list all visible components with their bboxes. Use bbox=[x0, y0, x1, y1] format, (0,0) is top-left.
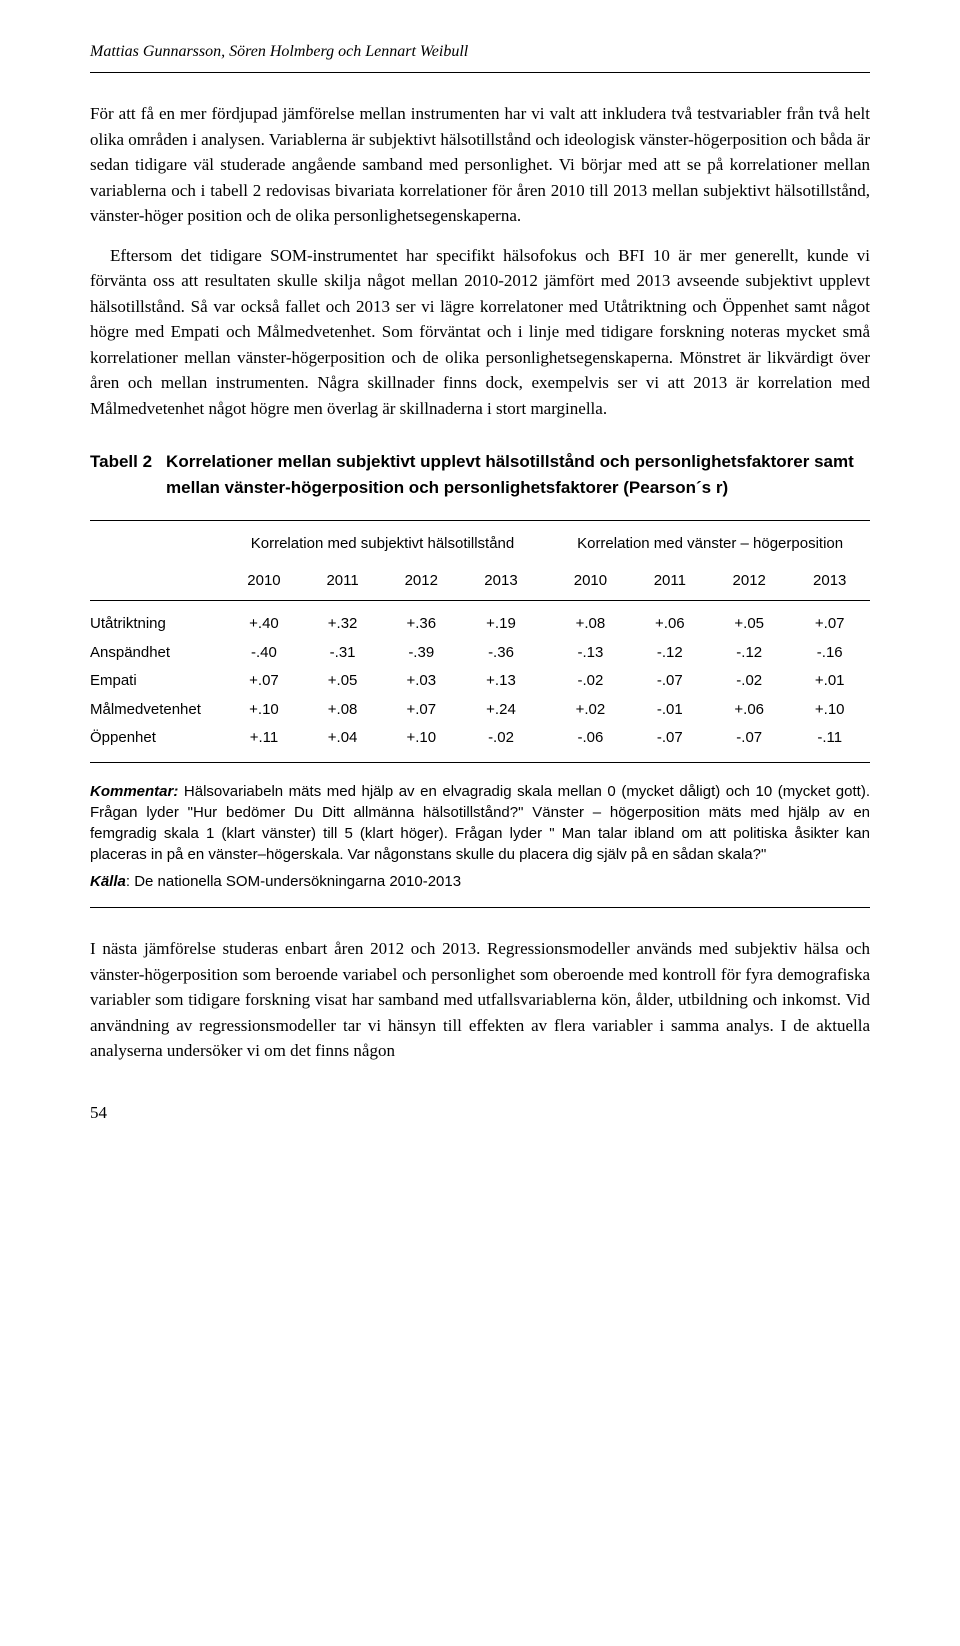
cell: -.39 bbox=[381, 639, 461, 668]
cell: +.06 bbox=[709, 696, 789, 725]
cell: +.06 bbox=[631, 601, 709, 639]
cell: +.13 bbox=[461, 667, 541, 696]
table-title-block: Tabell 2 Korrelationer mellan subjektivt… bbox=[90, 449, 870, 500]
year-col: 2011 bbox=[304, 566, 382, 601]
cell: -.02 bbox=[550, 667, 630, 696]
table-label: Tabell 2 bbox=[90, 449, 152, 475]
source-label: Källa bbox=[90, 873, 126, 890]
correlation-table: Korrelation med subjektivt hälsotillstån… bbox=[90, 520, 870, 763]
cell: +.07 bbox=[381, 696, 461, 725]
table-group-header-row: Korrelation med subjektivt hälsotillstån… bbox=[90, 521, 870, 566]
cell: +.08 bbox=[304, 696, 382, 725]
header-divider bbox=[90, 72, 870, 73]
table-title-text: Korrelationer mellan subjektivt upplevt … bbox=[166, 449, 870, 500]
year-col: 2013 bbox=[461, 566, 541, 601]
row-label: Öppenhet bbox=[90, 724, 224, 762]
cell: -.01 bbox=[631, 696, 709, 725]
cell: +.03 bbox=[381, 667, 461, 696]
cell: +.07 bbox=[789, 601, 870, 639]
table-row: Utåtriktning +.40 +.32 +.36 +.19 +.08 +.… bbox=[90, 601, 870, 639]
cell: +.40 bbox=[224, 601, 304, 639]
year-col: 2011 bbox=[631, 566, 709, 601]
row-label: Utåtriktning bbox=[90, 601, 224, 639]
page-number: 54 bbox=[90, 1100, 870, 1126]
cell: +.10 bbox=[381, 724, 461, 762]
group-header-1: Korrelation med subjektivt hälsotillstån… bbox=[224, 521, 541, 566]
cell: -.11 bbox=[789, 724, 870, 762]
comment-label: Kommentar: bbox=[90, 783, 178, 800]
paragraph-1: För att få en mer fördjupad jämförelse m… bbox=[90, 101, 870, 229]
table-comment: Kommentar: Hälsovariabeln mäts med hjälp… bbox=[90, 781, 870, 865]
cell: -.12 bbox=[631, 639, 709, 668]
cell: -.12 bbox=[709, 639, 789, 668]
cell: +.36 bbox=[381, 601, 461, 639]
cell: +.08 bbox=[550, 601, 630, 639]
author-line: Mattias Gunnarsson, Sören Holmberg och L… bbox=[90, 40, 870, 64]
year-col: 2013 bbox=[789, 566, 870, 601]
cell: +.01 bbox=[789, 667, 870, 696]
table-source: Källa: De nationella SOM-undersökningarn… bbox=[90, 871, 870, 894]
cell: -.02 bbox=[461, 724, 541, 762]
cell: -.02 bbox=[709, 667, 789, 696]
table-row: Målmedvetenhet +.10 +.08 +.07 +.24 +.02 … bbox=[90, 696, 870, 725]
row-label: Målmedvetenhet bbox=[90, 696, 224, 725]
cell: -.31 bbox=[304, 639, 382, 668]
cell: -.36 bbox=[461, 639, 541, 668]
cell: +.32 bbox=[304, 601, 382, 639]
table-row: Anspändhet -.40 -.31 -.39 -.36 -.13 -.12… bbox=[90, 639, 870, 668]
cell: -.06 bbox=[550, 724, 630, 762]
cell: +.05 bbox=[304, 667, 382, 696]
table-bottom-divider bbox=[90, 907, 870, 908]
year-col: 2010 bbox=[224, 566, 304, 601]
row-label: Anspändhet bbox=[90, 639, 224, 668]
cell: +.04 bbox=[304, 724, 382, 762]
table-year-header-row: 2010 2011 2012 2013 2010 2011 2012 2013 bbox=[90, 566, 870, 601]
table-row: Empati +.07 +.05 +.03 +.13 -.02 -.07 -.0… bbox=[90, 667, 870, 696]
cell: -.07 bbox=[709, 724, 789, 762]
comment-text: Hälsovariabeln mäts med hjälp av en elva… bbox=[90, 783, 870, 863]
cell: -.13 bbox=[550, 639, 630, 668]
table-row: Öppenhet +.11 +.04 +.10 -.02 -.06 -.07 -… bbox=[90, 724, 870, 762]
cell: -.40 bbox=[224, 639, 304, 668]
cell: -.07 bbox=[631, 667, 709, 696]
paragraph-2: Eftersom det tidigare SOM-instrumentet h… bbox=[90, 243, 870, 422]
year-col: 2012 bbox=[709, 566, 789, 601]
row-label: Empati bbox=[90, 667, 224, 696]
cell: +.11 bbox=[224, 724, 304, 762]
cell: +.10 bbox=[224, 696, 304, 725]
year-col: 2010 bbox=[550, 566, 630, 601]
cell: +.10 bbox=[789, 696, 870, 725]
cell: -.07 bbox=[631, 724, 709, 762]
paragraph-3: I nästa jämförelse studeras enbart åren … bbox=[90, 936, 870, 1064]
cell: +.24 bbox=[461, 696, 541, 725]
cell: +.05 bbox=[709, 601, 789, 639]
cell: +.19 bbox=[461, 601, 541, 639]
cell: -.16 bbox=[789, 639, 870, 668]
cell: +.07 bbox=[224, 667, 304, 696]
cell: +.02 bbox=[550, 696, 630, 725]
year-col: 2012 bbox=[381, 566, 461, 601]
source-text: : De nationella SOM-undersökningarna 201… bbox=[126, 873, 461, 890]
group-header-2: Korrelation med vänster – högerposition bbox=[550, 521, 870, 566]
